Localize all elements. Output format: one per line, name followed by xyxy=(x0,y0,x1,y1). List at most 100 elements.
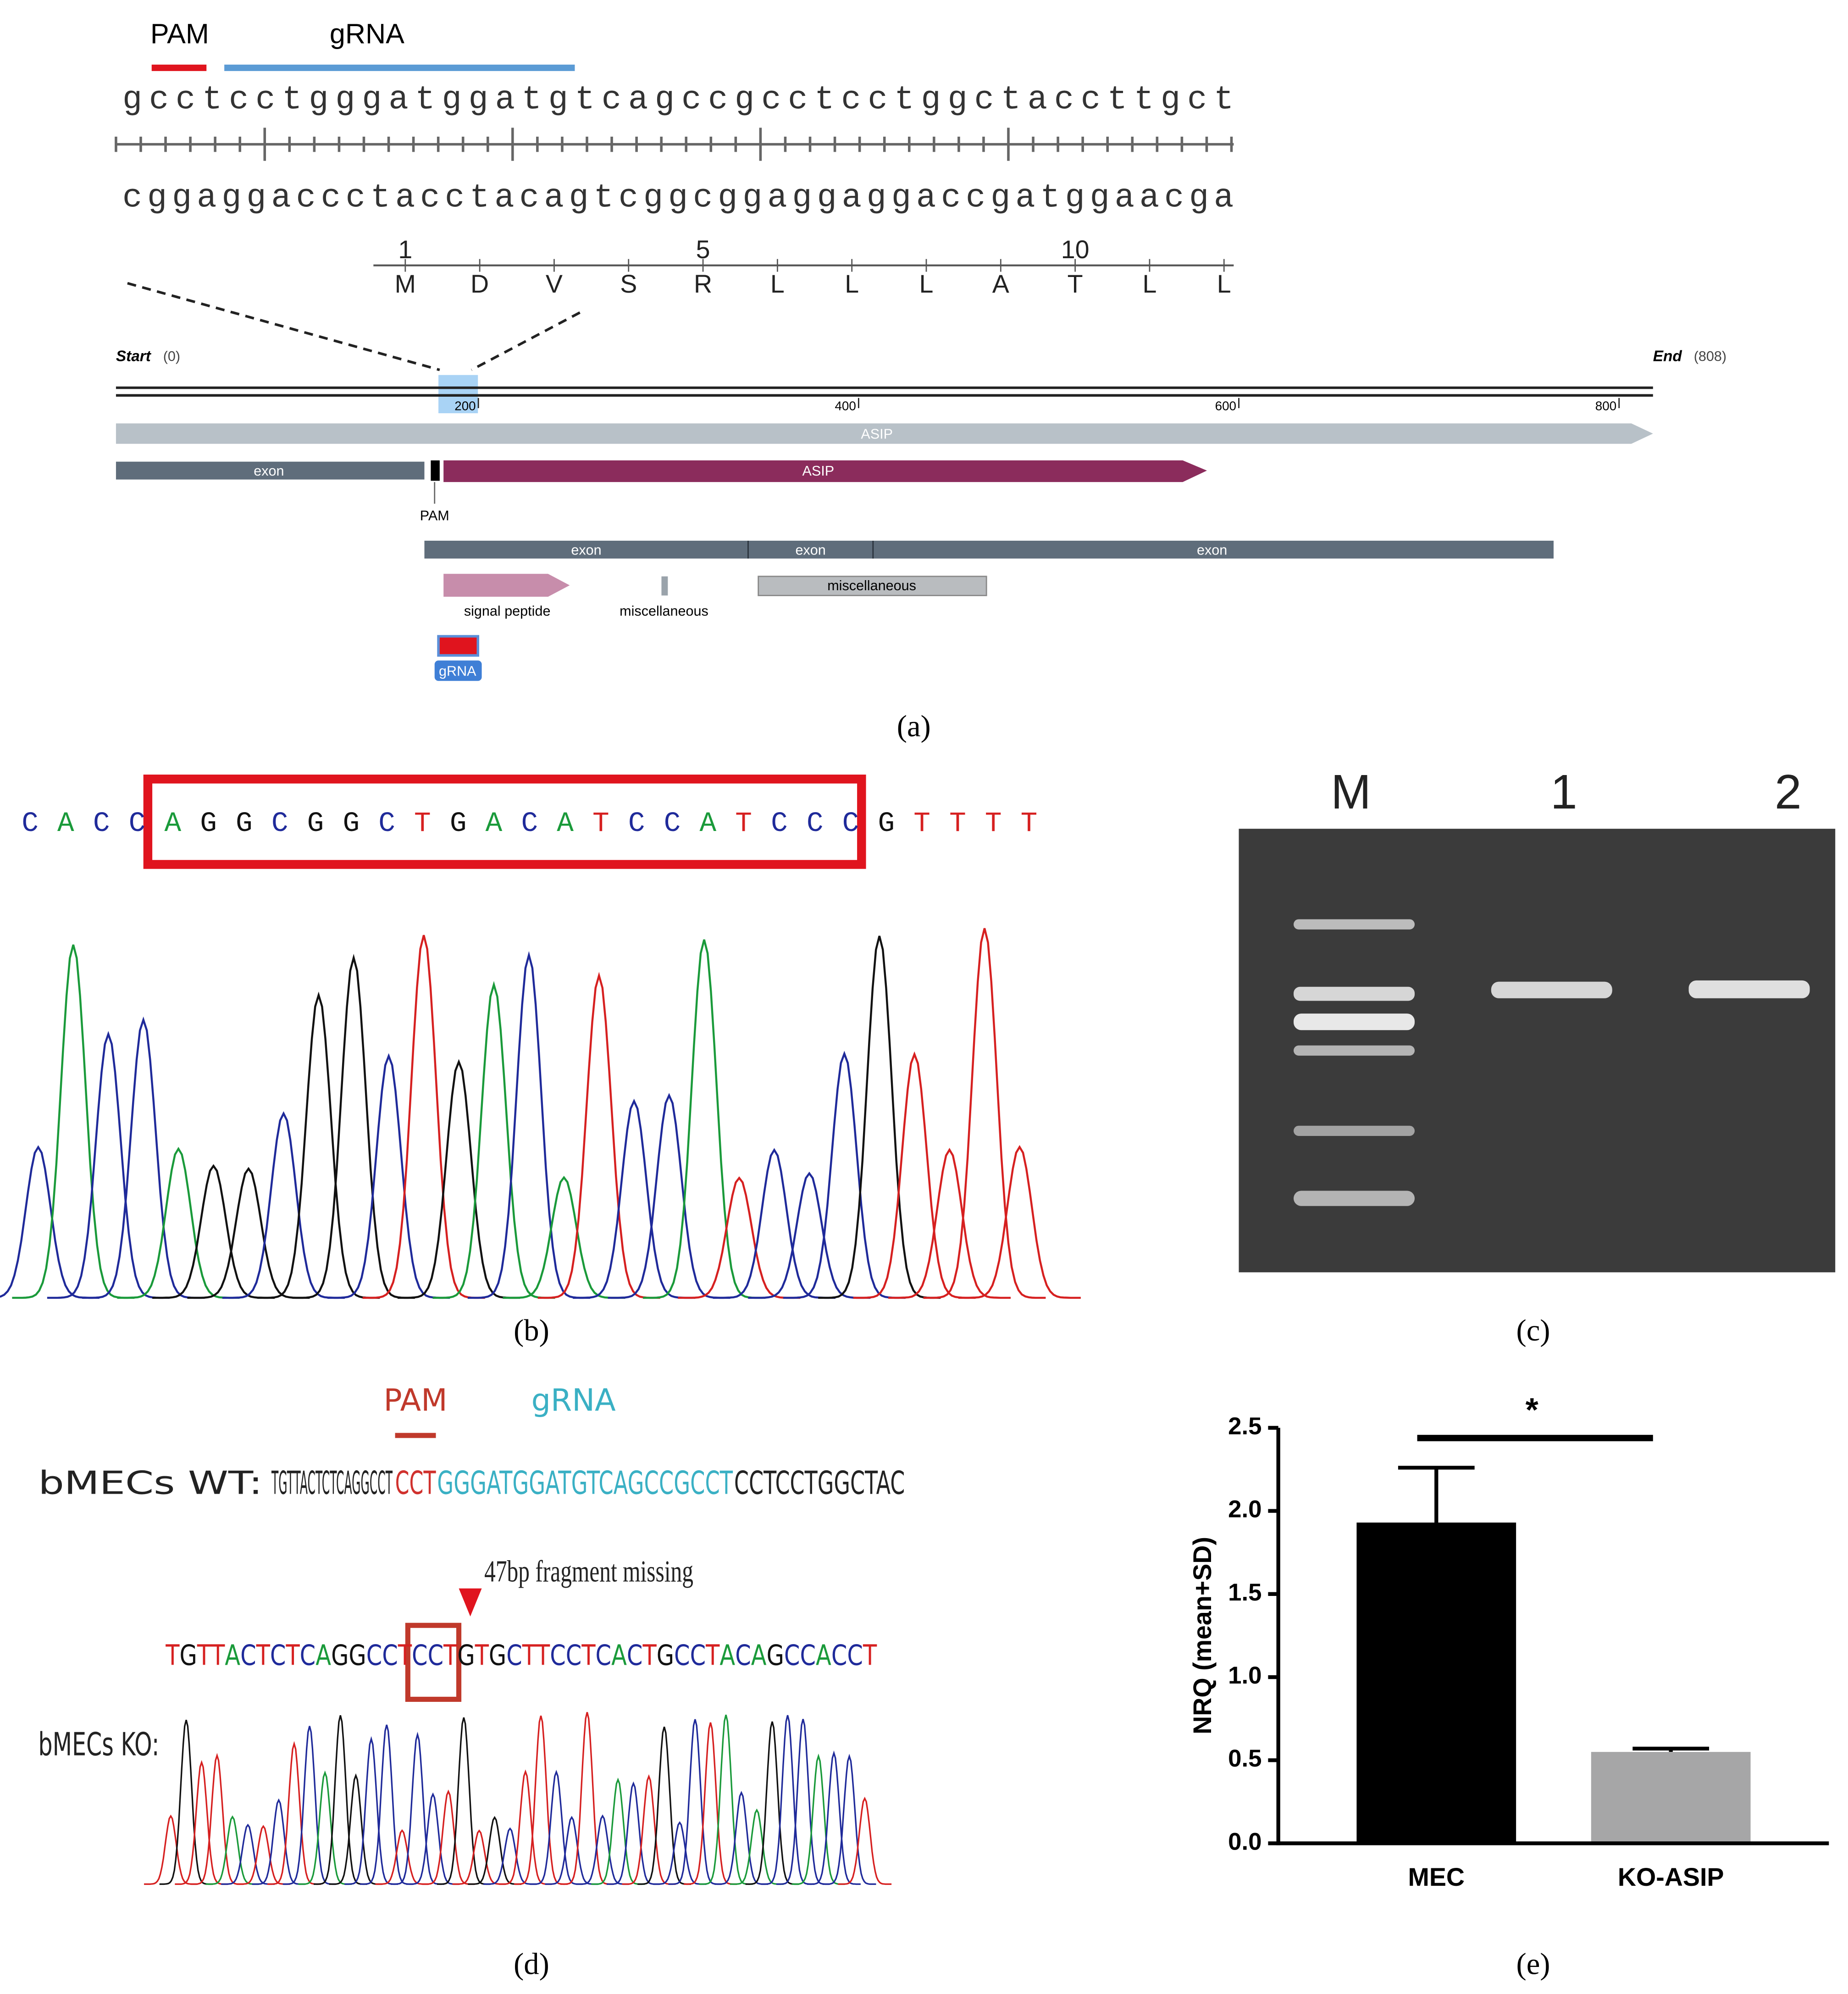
trace-peak xyxy=(714,1791,769,1885)
base-letter: C xyxy=(506,1639,522,1672)
trace-peak xyxy=(643,939,765,1299)
caption: (c) xyxy=(1516,1314,1550,1347)
y-tick-label: 2.0 xyxy=(1228,1496,1262,1523)
ladder-band xyxy=(1294,919,1415,930)
base-letter: C xyxy=(240,1639,256,1672)
trace-peak xyxy=(822,1754,876,1885)
trace-peak xyxy=(0,1145,100,1299)
residue: D xyxy=(470,270,489,298)
caption: (d) xyxy=(514,1947,549,1981)
trace-peak xyxy=(344,1736,398,1885)
map-tick-label: 800 xyxy=(1595,399,1616,413)
trace-peak xyxy=(545,1816,599,1885)
base-letter: T xyxy=(581,1639,596,1672)
exon xyxy=(116,461,425,480)
feature-label: gRNA xyxy=(439,663,476,679)
residue-number: 1 xyxy=(398,235,412,264)
caption: (a) xyxy=(897,710,931,743)
trace-peak xyxy=(745,1721,799,1885)
wt-sequence: TGTTACTCTCAGGCCT xyxy=(271,1465,393,1502)
wt-grna: GGGATGGATGTCAGCCGCCT xyxy=(437,1465,733,1502)
chromatogram xyxy=(0,928,1081,1299)
base-letter: C xyxy=(521,808,538,840)
trace-peak xyxy=(591,1778,645,1885)
base-letter: G xyxy=(657,1639,674,1672)
base-letter: C xyxy=(428,1639,444,1672)
y-tick-label: 1.0 xyxy=(1228,1662,1262,1689)
residue-number: 10 xyxy=(1061,235,1090,264)
trace-peak xyxy=(391,1732,444,1885)
trace-peak xyxy=(236,1825,290,1885)
ko-label: bMECs KO: xyxy=(38,1726,159,1763)
trace-peak xyxy=(298,1770,352,1885)
base-letter: G xyxy=(200,808,217,840)
trace-peak xyxy=(252,1798,306,1885)
asip-cds xyxy=(443,460,1207,482)
grna-label: gRNA xyxy=(531,1382,616,1418)
sequence-ruler xyxy=(115,127,1234,161)
base-letter: C xyxy=(735,1639,751,1672)
trace-peak xyxy=(362,935,485,1299)
trace-peak xyxy=(668,1719,722,1885)
base-letter: G xyxy=(450,808,467,840)
trace-peak xyxy=(503,1175,625,1299)
trace-peak xyxy=(222,1111,345,1299)
residue-number: 5 xyxy=(696,235,710,264)
trace-peak xyxy=(205,1815,260,1885)
base-letter: G xyxy=(236,808,253,840)
base-letter: G xyxy=(343,808,360,840)
feature-label: PAM xyxy=(420,508,449,523)
base-letter: G xyxy=(878,808,895,840)
map-tick-label: 200 xyxy=(454,399,476,413)
base-letter: A xyxy=(699,808,716,840)
map-tick-label: 400 xyxy=(835,399,856,413)
trace-peak xyxy=(529,1769,583,1885)
base-letter: A xyxy=(315,1639,331,1672)
bar xyxy=(1591,1752,1751,1844)
base-letter: C xyxy=(690,1639,706,1672)
base-letter: A xyxy=(225,1639,240,1672)
asip-gene xyxy=(116,423,1653,444)
trace-peak xyxy=(144,1814,198,1885)
base-letter: T xyxy=(735,808,752,840)
exon xyxy=(424,541,1554,559)
trace-peak xyxy=(923,928,1046,1299)
trace-peak xyxy=(375,1829,429,1885)
trace-peak xyxy=(432,980,555,1299)
base-letter: G xyxy=(767,1639,784,1672)
x-tick-label: MEC xyxy=(1408,1863,1465,1891)
chromatogram xyxy=(144,1712,892,1885)
trace-peak xyxy=(327,1053,450,1299)
residue: L xyxy=(1217,270,1231,298)
start-value: (0) xyxy=(163,349,180,364)
base-letter: A xyxy=(557,808,574,840)
base-letter: T xyxy=(522,1639,537,1672)
pam-box xyxy=(405,1623,462,1702)
residue: L xyxy=(845,270,859,298)
base-letter: A xyxy=(816,1639,831,1672)
bar xyxy=(1356,1522,1516,1844)
base-letter: C xyxy=(674,1639,690,1672)
residue: L xyxy=(1142,270,1156,298)
annotation: 47bp fragment missing xyxy=(484,1555,693,1588)
feature-label: miscellaneous xyxy=(827,578,916,593)
base-letter: T xyxy=(414,808,431,840)
trace-peak xyxy=(313,1715,367,1885)
trace-peak xyxy=(807,1750,861,1885)
trace-peak xyxy=(498,1769,553,1885)
trace-peak xyxy=(47,1031,170,1299)
base-letter: C xyxy=(831,1639,847,1672)
end-value: (808) xyxy=(1694,349,1726,364)
y-tick-label: 0.0 xyxy=(1228,1828,1262,1855)
trace-peak xyxy=(360,1724,414,1885)
feature-label: ASIP xyxy=(802,463,834,479)
y-tick-label: 1.5 xyxy=(1228,1579,1262,1606)
pam-feature xyxy=(431,460,440,481)
residue: A xyxy=(992,270,1009,298)
residue: R xyxy=(694,270,712,298)
trace-peak xyxy=(398,1059,520,1299)
trace-peak xyxy=(292,953,415,1299)
feature-label: exon xyxy=(254,463,284,479)
